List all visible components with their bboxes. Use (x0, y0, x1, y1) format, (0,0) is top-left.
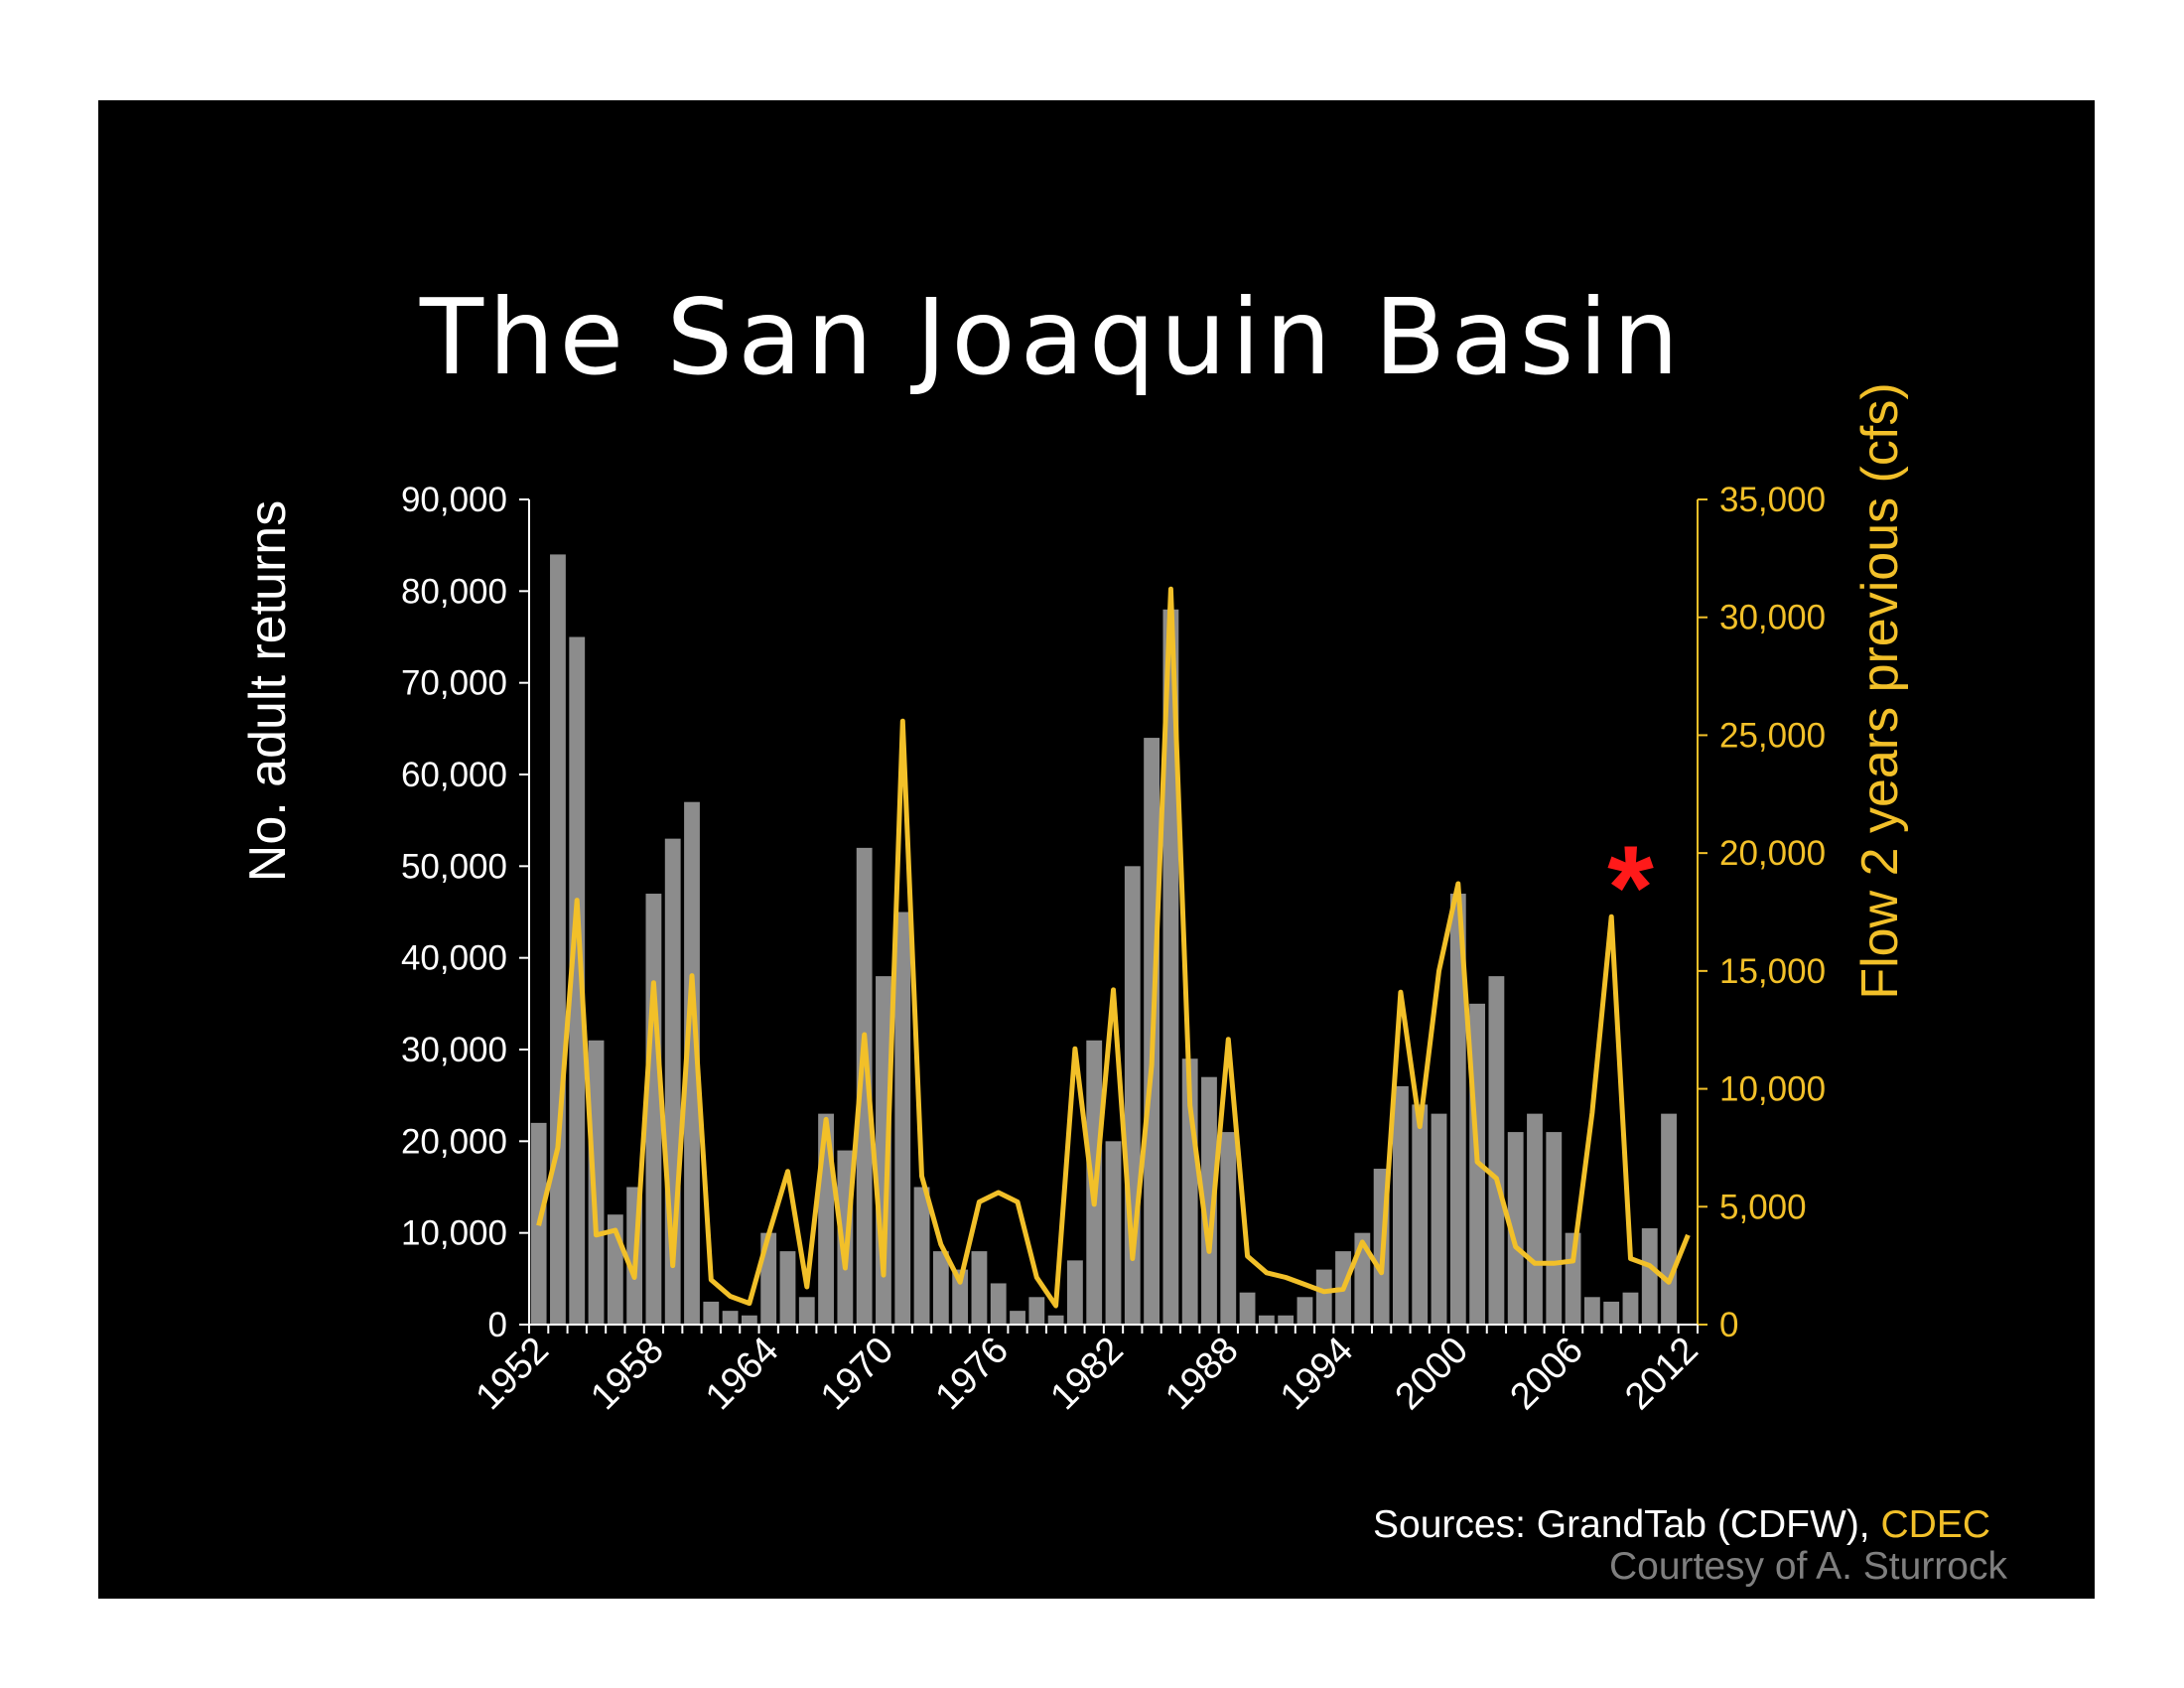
bar-1977 (1010, 1311, 1025, 1325)
bar-1955 (588, 1040, 605, 1325)
x-tick-label: 1994 (1273, 1330, 1361, 1418)
y-axis-label: No. adult returns (239, 500, 297, 882)
annotation-asterisk: * (1607, 821, 1654, 954)
x-tick-label: 1958 (583, 1330, 671, 1418)
bar-1966 (798, 1297, 815, 1325)
x-tick-label: 1970 (813, 1330, 901, 1418)
bar-1990 (1258, 1315, 1275, 1325)
left-tick-label: 30,000 (401, 1031, 507, 1069)
bar-1974 (952, 1269, 969, 1325)
bar-1985 (1162, 609, 1179, 1325)
bar-1972 (913, 1187, 930, 1325)
bar-1991 (1278, 1315, 1295, 1325)
bar-1998 (1412, 1104, 1429, 1325)
bar-1953 (550, 554, 566, 1325)
x-tick-label: 1952 (468, 1330, 556, 1418)
bar-1973 (932, 1251, 949, 1325)
left-tick-label: 20,000 (401, 1122, 507, 1161)
bar-1965 (779, 1251, 796, 1325)
right-tick-label: 20,000 (1719, 834, 1826, 873)
bar-1987 (1201, 1076, 1217, 1325)
x-tick-label: 1964 (698, 1330, 786, 1418)
bar-1979 (1047, 1315, 1064, 1325)
sources-text: Sources: GrandTab (CDFW), CDEC (1373, 1503, 1990, 1547)
bar-1978 (1028, 1297, 1045, 1325)
bar-1999 (1431, 1113, 1447, 1325)
axes-group (519, 498, 1707, 1334)
bar-1976 (990, 1283, 1007, 1325)
bar-2003 (1507, 1132, 1524, 1325)
bar-2011 (1661, 1113, 1677, 1325)
x-tick-label: 1976 (928, 1330, 1017, 1418)
y2-axis-label: Flow 2 years previous (cfs) (1851, 382, 1909, 999)
left-axis-ticks: 0 10,000 20,000 30,000 40,000 50,000 60,000 70,… (401, 481, 507, 1344)
right-tick-label: 30,000 (1719, 599, 1826, 637)
bar-1989 (1239, 1292, 1256, 1325)
courtesy-text: Courtesy of A. Sturrock (1609, 1545, 2007, 1588)
bar-1997 (1393, 1085, 1409, 1325)
bar-1975 (971, 1251, 988, 1325)
bar-1969 (856, 847, 873, 1325)
bar-2007 (1583, 1297, 1600, 1325)
bar-1962 (722, 1311, 739, 1325)
bar-1954 (569, 636, 586, 1325)
x-axis-ticks: 1952 1958 1964 1970 1976 1982 1988 1994 2000 2006… (468, 1330, 1706, 1418)
bar-1980 (1066, 1260, 1083, 1325)
flow-series-line (536, 586, 1691, 1309)
bars-group (530, 554, 1677, 1325)
chart-svg: 0 10,000 20,000 30,000 40,000 50,000 60,000 70,… (239, 382, 1909, 1418)
x-tick-label: 2012 (1617, 1330, 1706, 1418)
right-tick-label: 10,000 (1719, 1070, 1826, 1109)
bar-1992 (1297, 1297, 1313, 1325)
chart-title: The San Joaquin Basin (419, 277, 1685, 398)
right-tick-label: 0 (1719, 1306, 1738, 1344)
bar-1988 (1220, 1132, 1237, 1325)
bar-2010 (1641, 1228, 1658, 1325)
bar-1961 (703, 1301, 720, 1325)
bar-2006 (1565, 1232, 1581, 1325)
left-tick-label: 80,000 (401, 572, 507, 611)
x-tick-label: 1982 (1042, 1330, 1131, 1418)
bar-1960 (684, 801, 700, 1325)
right-axis-ticks: 0 5,000 10,000 15,000 20,000 25,000 30,000 35,0… (1719, 481, 1826, 1344)
bar-2000 (1449, 894, 1466, 1325)
bar-1993 (1315, 1269, 1332, 1325)
bar-1963 (741, 1315, 757, 1325)
bar-2004 (1527, 1113, 1543, 1325)
left-tick-label: 50,000 (401, 847, 507, 886)
right-tick-label: 35,000 (1719, 481, 1826, 519)
bar-2005 (1546, 1132, 1563, 1325)
right-tick-label: 15,000 (1719, 952, 1826, 991)
left-tick-label: 0 (488, 1306, 507, 1344)
left-tick-label: 90,000 (401, 481, 507, 519)
bar-1982 (1105, 1141, 1122, 1325)
left-tick-label: 70,000 (401, 664, 507, 703)
sources-prefix: Sources: GrandTab (CDFW), (1373, 1503, 1881, 1546)
bar-2002 (1488, 976, 1505, 1325)
right-tick-label: 25,000 (1719, 716, 1826, 755)
x-tick-label: 2000 (1388, 1330, 1476, 1418)
bar-2009 (1622, 1292, 1639, 1325)
sources-cdec: CDEC (1880, 1503, 1990, 1546)
bar-1958 (645, 894, 662, 1325)
left-tick-label: 60,000 (401, 756, 507, 794)
right-tick-label: 5,000 (1719, 1188, 1807, 1226)
x-tick-label: 2006 (1502, 1330, 1590, 1418)
left-tick-label: 40,000 (401, 939, 507, 978)
bar-1971 (894, 912, 911, 1325)
left-tick-label: 10,000 (401, 1214, 507, 1253)
bar-2008 (1603, 1301, 1620, 1325)
x-tick-label: 1988 (1158, 1330, 1246, 1418)
slide: The San Joaquin Basin 0 10,000 20,000 30,00… (98, 100, 2095, 1599)
